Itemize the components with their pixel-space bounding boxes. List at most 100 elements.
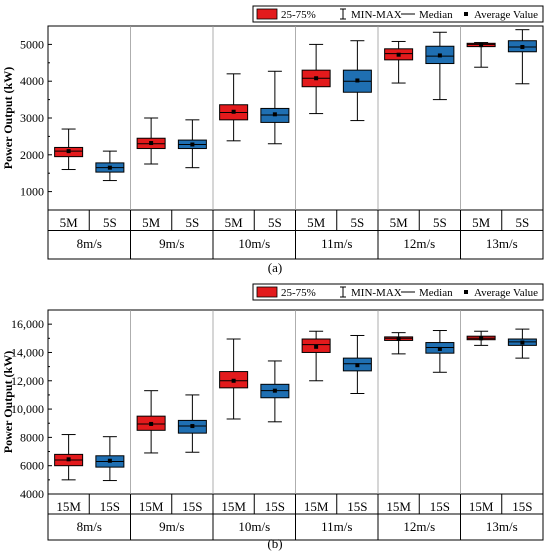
box-12m/s-5S (425, 31, 455, 101)
legend-swatch-mean (464, 290, 468, 294)
box-mean-marker (355, 78, 360, 83)
y-tick-label: 14,000 (11, 345, 44, 359)
box-11m/s-15M (301, 330, 331, 382)
box-mean-marker (190, 142, 195, 147)
legend-label-range: MIN-MAX (351, 287, 402, 299)
x-tick-label: 5S (103, 215, 117, 230)
x-tick-label: 5S (351, 215, 365, 230)
x-tick-label: 5M (225, 215, 244, 230)
box-13m/s-15M (466, 330, 496, 346)
y-tick-label: 6000 (20, 459, 44, 473)
x-tick-label: 5S (433, 215, 447, 230)
box-mean-marker (520, 340, 525, 345)
x-tick-label: 15S (512, 499, 532, 514)
group-label: 11m/s (321, 519, 352, 534)
legend: 25-75% MIN-MAX Median Average Value (252, 5, 544, 23)
chart-panel-2: 25-75% MIN-MAX Median Average Value 4000 6000… (1, 283, 544, 551)
box-mean-marker (479, 43, 484, 48)
box-mean-marker (479, 336, 484, 341)
box-mean-marker (190, 424, 195, 429)
y-tick-label: 10,000 (11, 402, 44, 416)
panel-label: (a) (268, 260, 282, 275)
box-mean-marker (437, 53, 442, 58)
box-mean-marker (107, 165, 112, 170)
group-label: 8m/s (77, 519, 102, 534)
group-label: 13m/s (486, 519, 518, 534)
y-tick-label: 16,000 (11, 317, 44, 331)
box-8m/s-5M (54, 128, 84, 171)
panel-label: (b) (267, 536, 282, 551)
x-tick-label: 5M (472, 215, 491, 230)
box-13m/s-15S (507, 328, 537, 359)
box-8m/s-15M (54, 434, 84, 481)
x-tick-label: 15S (347, 499, 367, 514)
box-mean-marker (272, 112, 277, 117)
box-11m/s-5S (342, 40, 372, 122)
y-tick-label: 3000 (20, 111, 44, 125)
group-label: 10m/s (238, 519, 270, 534)
legend: 25-75% MIN-MAX Median Average Value (252, 283, 544, 301)
box-mean-marker (149, 141, 154, 146)
x-tick-label: 15S (100, 499, 120, 514)
box-9m/s-5M (136, 117, 166, 165)
legend-swatch-box (256, 286, 278, 298)
box-mean-marker (107, 458, 112, 463)
box-10m/s-15M (219, 338, 249, 420)
y-tick-label: 12,000 (11, 374, 44, 388)
group-label: 10m/s (238, 236, 270, 251)
box-mean-marker (520, 44, 525, 49)
box-13m/s-5S (507, 29, 537, 85)
x-tick-label: 15M (469, 499, 494, 514)
x-tick-label: 5M (390, 215, 409, 230)
box-mean-marker (314, 76, 319, 81)
box-mean-marker (396, 337, 401, 342)
box-9m/s-15M (136, 390, 166, 454)
group-label: 13m/s (486, 236, 518, 251)
box-mean-marker (355, 363, 360, 368)
box-13m/s-5M (466, 42, 496, 68)
group-label: 12m/s (403, 519, 435, 534)
box-12m/s-15M (384, 332, 414, 355)
x-tick-label: 5M (307, 215, 326, 230)
box-9m/s-15S (177, 394, 207, 453)
legend-swatch-box (256, 8, 278, 20)
box-11m/s-5M (301, 43, 331, 115)
box-10m/s-5S (260, 70, 290, 145)
box-mean-marker (314, 344, 319, 349)
legend-label-median: Median (419, 9, 453, 21)
box-9m/s-5S (177, 119, 207, 169)
y-tick-label: 1000 (20, 185, 44, 199)
group-label: 11m/s (321, 236, 352, 251)
legend-frame (252, 283, 544, 301)
y-tick-label: 4000 (20, 74, 44, 88)
x-tick-label: 15S (430, 499, 450, 514)
x-tick-label: 15M (304, 499, 329, 514)
x-tick-label: 15S (182, 499, 202, 514)
x-tick-label: 15M (386, 499, 411, 514)
box-mean-marker (66, 457, 71, 462)
x-tick-label: 15S (265, 499, 285, 514)
legend-label-box: 25-75% (281, 287, 316, 299)
group-label: 8m/s (77, 236, 102, 251)
group-label: 9m/s (159, 519, 184, 534)
box-8m/s-15S (95, 436, 125, 482)
x-tick-label: 15M (139, 499, 164, 514)
chart-panel-1: 25-75% MIN-MAX Median Average Value 1000 2000… (1, 5, 544, 275)
legend-label-mean: Average Value (474, 287, 538, 299)
box-12m/s-15S (425, 330, 455, 373)
box-mean-marker (231, 378, 236, 383)
box-11m/s-15S (342, 334, 372, 395)
box-mean-marker (272, 388, 277, 393)
y-tick-label: 2000 (20, 148, 44, 162)
box-mean-marker (149, 421, 154, 426)
group-label: 9m/s (159, 236, 184, 251)
y-tick-label: 5000 (20, 37, 44, 51)
x-tick-label: 5S (268, 215, 282, 230)
x-tick-label: 5S (186, 215, 200, 230)
box-10m/s-5M (219, 73, 249, 142)
box-mean-marker (437, 346, 442, 351)
legend-swatch-mean (464, 12, 468, 16)
box-12m/s-5M (384, 40, 414, 84)
y-axis-label: Power Output (kW) (1, 67, 15, 169)
